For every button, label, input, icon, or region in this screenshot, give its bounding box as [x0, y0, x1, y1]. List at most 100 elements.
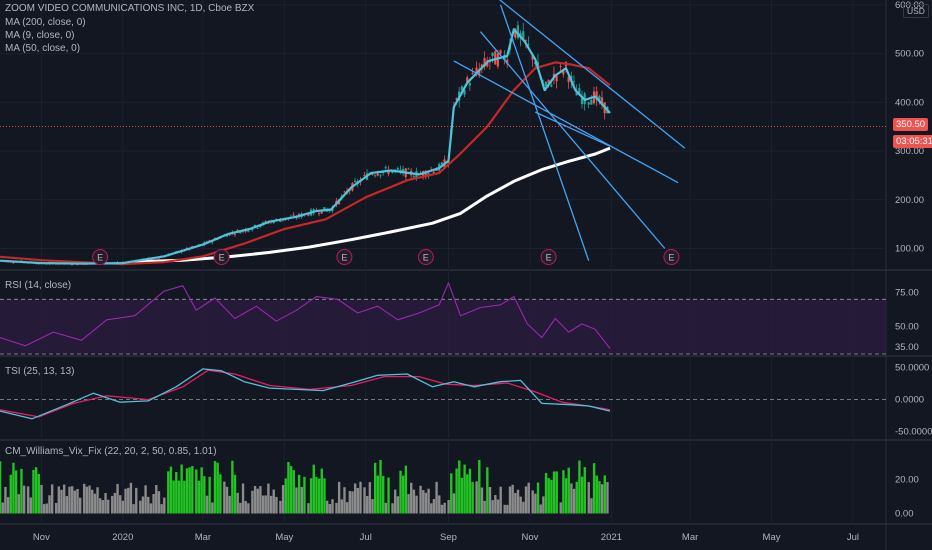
vix-bar [119, 495, 122, 514]
vix-bar [592, 463, 596, 514]
price-candle [396, 168, 399, 170]
tsi-tick-label: -50.0000 [895, 427, 932, 438]
vix-bar [65, 496, 69, 514]
vix-bar [399, 470, 402, 514]
vix-bar [275, 496, 278, 514]
x-tick-label: 2021 [601, 532, 622, 543]
tsi-label[interactable]: TSI (25, 13, 13) [5, 366, 75, 377]
price-candle [463, 89, 466, 95]
ma200-legend[interactable]: MA (200, close, 0) [5, 17, 86, 28]
vix-bar [506, 504, 509, 514]
vix-bar [297, 474, 301, 514]
rsi-label[interactable]: RSI (14, close) [5, 280, 72, 291]
vix-bar [14, 470, 18, 514]
vix-bar [236, 492, 239, 514]
price-candle [499, 50, 502, 54]
price-candle [578, 88, 581, 95]
earnings-marker [213, 249, 230, 265]
price-candle [412, 176, 415, 178]
rsi-band [0, 299, 886, 354]
price-candle [424, 170, 427, 177]
price-candle [460, 86, 463, 91]
vix-bar [124, 488, 127, 514]
price-candle [587, 102, 590, 105]
vix-bar [241, 483, 245, 514]
vix-bar [172, 480, 175, 514]
vix-bar [373, 462, 377, 514]
vix-bar [430, 503, 433, 514]
vix-bar [363, 487, 366, 514]
vix-bar [572, 488, 576, 514]
x-tick-label: May [763, 532, 781, 543]
vix-bar [337, 481, 341, 514]
vix-bar [45, 503, 49, 514]
vix-bar [48, 495, 51, 514]
vix-bar [292, 470, 295, 514]
vix-bar [223, 481, 226, 514]
vix-bar [475, 481, 478, 514]
price-candle [317, 212, 321, 214]
vix-bar [531, 490, 534, 514]
price-candle [519, 32, 522, 38]
y-tick-label: 500.00 [895, 49, 924, 60]
vix-bar [443, 502, 446, 514]
price-candle [468, 83, 471, 86]
vix-bar [203, 476, 206, 514]
vix-bar [542, 496, 545, 514]
vix-bar [197, 480, 201, 514]
vix-bar [284, 478, 287, 514]
vix-bar [107, 499, 110, 514]
vix-bar [149, 503, 153, 514]
price-candle [307, 214, 310, 216]
vix-bar [281, 485, 285, 514]
vix-bar [60, 489, 63, 514]
price-candle [407, 168, 410, 170]
vix-bar [231, 460, 234, 514]
x-tick-label: Mar [195, 532, 211, 543]
trendline-4 [499, 4, 590, 261]
price-candle [259, 225, 262, 228]
vix-bar [435, 481, 438, 514]
earnings-marker-label: E [97, 253, 103, 263]
y-tick-label: 400.00 [895, 97, 924, 108]
vix-bar [471, 482, 474, 514]
rsi-tick-label: 50.00 [895, 322, 919, 333]
vix-bar [499, 486, 502, 514]
vix-bar [606, 482, 609, 514]
vix-bar [496, 499, 500, 514]
ma9-legend[interactable]: MA (9, close, 0) [5, 30, 75, 41]
vix-bar [208, 476, 211, 514]
vix-bar [590, 498, 593, 514]
price-candle [598, 96, 601, 101]
earnings-marker [540, 249, 557, 265]
price-candle [343, 191, 346, 193]
ma50-legend[interactable]: MA (50, close, 0) [5, 43, 81, 54]
vix-bar [547, 478, 550, 514]
vix-bar [415, 495, 418, 514]
vix-bar [247, 503, 250, 514]
vix-bar [111, 495, 114, 514]
vix-bar [384, 502, 388, 514]
vix-bar [376, 475, 380, 514]
vix-bar [478, 459, 481, 514]
vix-bar [144, 485, 147, 514]
vix-bar [323, 478, 326, 514]
vix-bar [450, 473, 453, 514]
vix-bar [312, 464, 315, 514]
vix-label[interactable]: CM_Williams_Vix_Fix (22, 20, 2, 50, 0.85… [5, 446, 217, 457]
vix-bar [132, 504, 135, 514]
vix-bar [175, 471, 178, 514]
vix-bar [29, 497, 33, 514]
rsi-tick-label: 75.00 [895, 288, 919, 299]
currency-selector[interactable]: USD [903, 4, 929, 18]
vix-bar [371, 499, 374, 514]
vix-bar [503, 504, 506, 514]
price-candle [455, 98, 458, 100]
vix-bar [88, 485, 91, 514]
vix-bar [141, 496, 145, 514]
price-candle [466, 77, 469, 82]
vix-bar [4, 486, 7, 514]
price-candle [264, 221, 267, 223]
vix-bar [101, 500, 105, 514]
